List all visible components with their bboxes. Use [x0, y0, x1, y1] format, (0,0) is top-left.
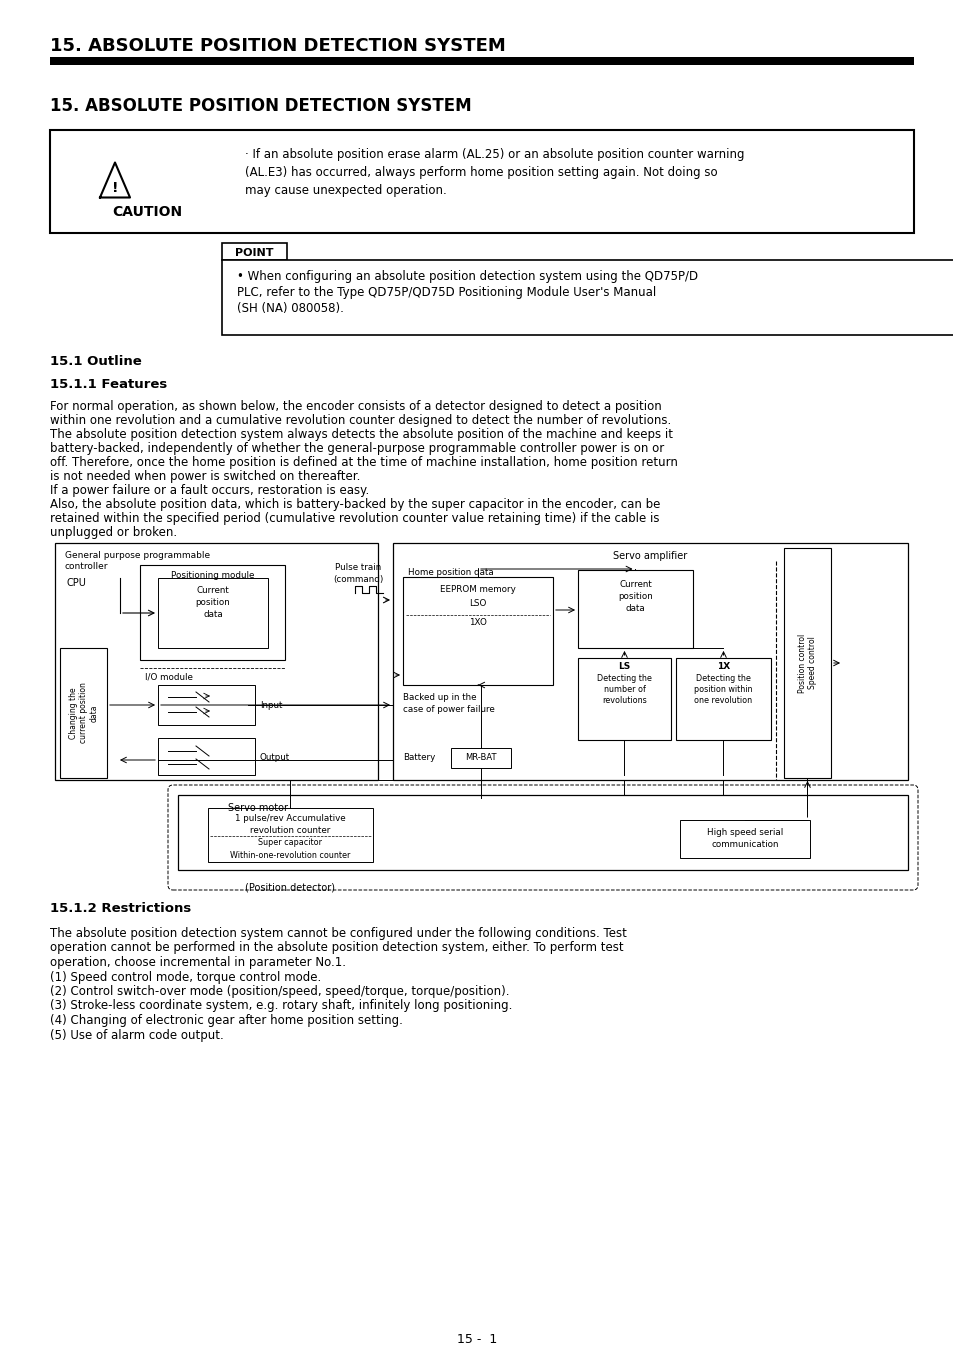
- Text: PLC, refer to the Type QD75P/QD75D Positioning Module User's Manual: PLC, refer to the Type QD75P/QD75D Posit…: [236, 286, 656, 298]
- Text: 15 -  1: 15 - 1: [456, 1332, 497, 1346]
- Text: (SH (NA) 080058).: (SH (NA) 080058).: [236, 302, 343, 315]
- Bar: [222, 243, 287, 261]
- Text: LS: LS: [618, 662, 630, 671]
- Text: number of: number of: [603, 684, 645, 694]
- Text: 15.1 Outline: 15.1 Outline: [50, 355, 142, 369]
- Bar: [158, 738, 254, 775]
- Text: Current: Current: [196, 586, 229, 595]
- Text: · If an absolute position erase alarm (AL.25) or an absolute position counter wa: · If an absolute position erase alarm (A…: [245, 148, 743, 161]
- Bar: [679, 819, 809, 859]
- Text: For normal operation, as shown below, the encoder consists of a detector designe: For normal operation, as shown below, th…: [50, 400, 661, 413]
- Text: communication: communication: [711, 840, 778, 849]
- Text: LSO: LSO: [469, 599, 486, 608]
- Text: CPU: CPU: [67, 578, 87, 589]
- Text: The absolute position detection system cannot be configured under the following : The absolute position detection system c…: [50, 927, 626, 940]
- Text: If a power failure or a fault occurs, restoration is easy.: If a power failure or a fault occurs, re…: [50, 485, 369, 497]
- Text: Positioning module: Positioning module: [171, 571, 253, 580]
- Text: (command): (command): [333, 575, 383, 585]
- Bar: [783, 548, 830, 778]
- Text: position within: position within: [694, 684, 752, 694]
- Text: operation cannot be performed in the absolute position detection system, either.: operation cannot be performed in the abs…: [50, 941, 623, 954]
- Text: (5) Use of alarm code output.: (5) Use of alarm code output.: [50, 1029, 224, 1041]
- Text: Pulse train: Pulse train: [335, 563, 381, 572]
- Text: (Position detector): (Position detector): [245, 882, 335, 892]
- Text: Detecting the: Detecting the: [597, 674, 651, 683]
- Text: 15. ABSOLUTE POSITION DETECTION SYSTEM: 15. ABSOLUTE POSITION DETECTION SYSTEM: [50, 97, 471, 115]
- Text: EEPROM memory: EEPROM memory: [439, 585, 516, 594]
- Text: data: data: [203, 610, 223, 620]
- Bar: [158, 578, 268, 648]
- Text: Backed up in the: Backed up in the: [402, 693, 476, 702]
- Bar: [158, 684, 254, 725]
- Text: The absolute position detection system always detects the absolute position of t: The absolute position detection system a…: [50, 428, 672, 441]
- Text: (2) Control switch-over mode (position/speed, speed/torque, torque/position).: (2) Control switch-over mode (position/s…: [50, 986, 509, 998]
- Text: !: !: [112, 181, 118, 194]
- Text: Position control
Speed control: Position control Speed control: [797, 633, 817, 693]
- Text: Current: Current: [618, 580, 651, 589]
- Text: revolution counter: revolution counter: [250, 826, 331, 836]
- Text: Within-one-revolution counter: Within-one-revolution counter: [230, 850, 351, 860]
- Text: retained within the specified period (cumulative revolution counter value retain: retained within the specified period (cu…: [50, 512, 659, 525]
- Text: battery-backed, independently of whether the general-purpose programmable contro: battery-backed, independently of whether…: [50, 441, 663, 455]
- Polygon shape: [100, 162, 130, 197]
- Text: 15.1.2 Restrictions: 15.1.2 Restrictions: [50, 902, 191, 915]
- Text: within one revolution and a cumulative revolution counter designed to detect the: within one revolution and a cumulative r…: [50, 414, 671, 427]
- Text: 1X: 1X: [716, 662, 729, 671]
- Text: (3) Stroke-less coordinate system, e.g. rotary shaft, infinitely long positionin: (3) Stroke-less coordinate system, e.g. …: [50, 999, 512, 1012]
- Text: Home position data: Home position data: [408, 568, 494, 576]
- Text: Also, the absolute position data, which is battery-backed by the super capacitor: Also, the absolute position data, which …: [50, 498, 659, 512]
- Text: one revolution: one revolution: [694, 697, 752, 705]
- Text: case of power failure: case of power failure: [402, 705, 495, 714]
- Bar: [140, 566, 285, 660]
- Text: is not needed when power is switched on thereafter.: is not needed when power is switched on …: [50, 470, 360, 483]
- Text: Servo amplifier: Servo amplifier: [613, 551, 687, 562]
- Text: revolutions: revolutions: [601, 697, 646, 705]
- Text: Battery: Battery: [402, 753, 435, 763]
- Bar: [451, 748, 511, 768]
- Text: Changing the
current position
data: Changing the current position data: [69, 683, 98, 744]
- Bar: [578, 657, 670, 740]
- Text: I/O module: I/O module: [145, 672, 193, 680]
- Text: may cause unexpected operation.: may cause unexpected operation.: [245, 184, 446, 197]
- Text: (4) Changing of electronic gear after home position setting.: (4) Changing of electronic gear after ho…: [50, 1014, 402, 1027]
- Text: Input: Input: [260, 701, 282, 710]
- Text: (1) Speed control mode, torque control mode.: (1) Speed control mode, torque control m…: [50, 971, 321, 984]
- Text: off. Therefore, once the home position is defined at the time of machine install: off. Therefore, once the home position i…: [50, 456, 678, 468]
- Text: unplugged or broken.: unplugged or broken.: [50, 526, 177, 539]
- Bar: [208, 809, 373, 863]
- Bar: [50, 57, 913, 65]
- Text: controller: controller: [65, 562, 109, 571]
- Bar: [178, 795, 907, 869]
- Text: POINT: POINT: [235, 247, 274, 258]
- Text: (AL.E3) has occurred, always perform home position setting again. Not doing so: (AL.E3) has occurred, always perform hom…: [245, 166, 717, 180]
- Bar: [402, 576, 553, 684]
- Text: position: position: [195, 598, 230, 608]
- Text: Super capacitor: Super capacitor: [258, 838, 322, 846]
- Text: General purpose programmable: General purpose programmable: [65, 551, 210, 560]
- Text: operation, choose incremental in parameter No.1.: operation, choose incremental in paramet…: [50, 956, 346, 969]
- Text: High speed serial: High speed serial: [706, 828, 782, 837]
- Bar: [60, 648, 107, 778]
- Bar: [676, 657, 770, 740]
- Text: Servo motor: Servo motor: [228, 803, 288, 813]
- Text: • When configuring an absolute position detection system using the QD75P/D: • When configuring an absolute position …: [236, 270, 698, 284]
- Text: Output: Output: [260, 753, 290, 763]
- Text: position: position: [618, 593, 652, 601]
- Text: 15.1.1 Features: 15.1.1 Features: [50, 378, 167, 392]
- Text: 1 pulse/rev Accumulative: 1 pulse/rev Accumulative: [235, 814, 345, 824]
- Bar: [50, 130, 913, 234]
- Bar: [393, 543, 907, 780]
- Text: 15. ABSOLUTE POSITION DETECTION SYSTEM: 15. ABSOLUTE POSITION DETECTION SYSTEM: [50, 36, 505, 55]
- Text: MR-BAT: MR-BAT: [465, 753, 497, 763]
- Text: Detecting the: Detecting the: [696, 674, 750, 683]
- Text: data: data: [625, 603, 644, 613]
- Text: CAUTION: CAUTION: [112, 205, 182, 220]
- Bar: [222, 261, 953, 335]
- Bar: [55, 543, 377, 780]
- Text: 1XO: 1XO: [469, 618, 486, 626]
- Bar: [578, 570, 692, 648]
